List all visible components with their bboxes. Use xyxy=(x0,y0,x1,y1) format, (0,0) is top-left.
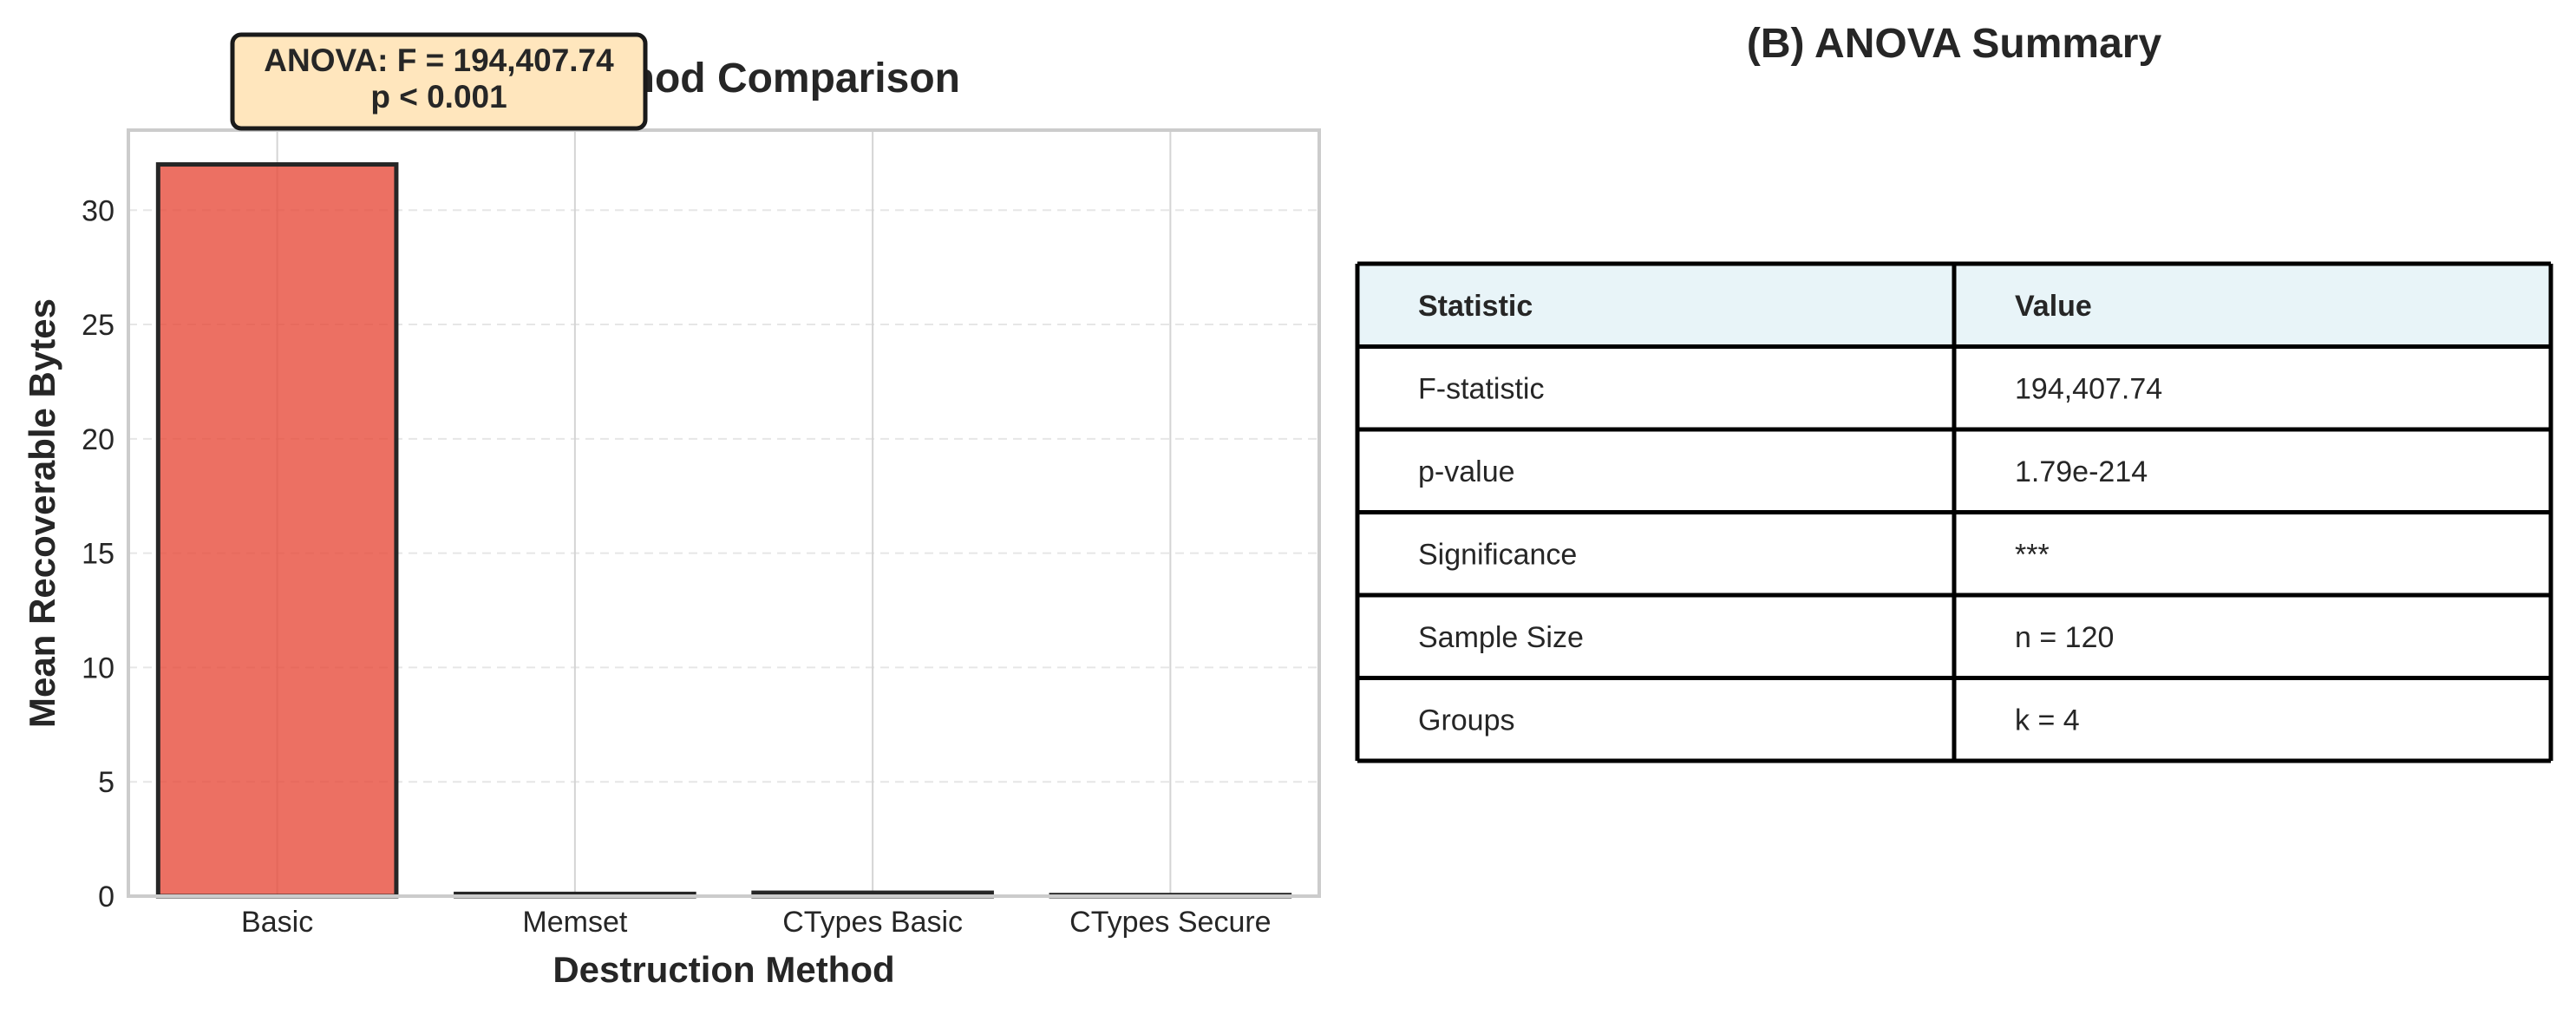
table-header-cell: Value xyxy=(2015,290,2092,323)
y-tick-label: 20 xyxy=(82,423,114,456)
anova-annotation-line2: p < 0.001 xyxy=(370,79,507,115)
table-cell: k = 4 xyxy=(2015,704,2080,737)
y-tick-label: 5 xyxy=(98,766,114,799)
table-cell: 1.79e-214 xyxy=(2015,455,2148,488)
table-cell: *** xyxy=(2015,538,2050,571)
plot-frame xyxy=(127,128,1321,898)
anova-annotation-line1: ANOVA: F = 194,407.74 xyxy=(264,43,614,78)
table-cell: Sample Size xyxy=(1418,621,1584,654)
table-cell: 194,407.74 xyxy=(2015,372,2162,405)
table-cell: Groups xyxy=(1418,704,1515,737)
table-title: (B) ANOVA Summary xyxy=(1747,21,2162,67)
y-tick-label: 25 xyxy=(82,309,114,342)
table-cell: Significance xyxy=(1418,538,1577,571)
x-tick-label: CTypes Basic xyxy=(782,906,963,939)
table-cell: n = 120 xyxy=(2015,621,2114,654)
x-tick-label: CTypes Secure xyxy=(1069,906,1271,939)
x-tick-label: Basic xyxy=(241,906,313,939)
y-tick-label: 15 xyxy=(82,538,114,571)
table-cell: p-value xyxy=(1418,455,1515,488)
anova-annotation-box xyxy=(230,32,648,131)
y-tick-label: 30 xyxy=(82,194,114,227)
bar-basic xyxy=(155,162,399,899)
y-axis-label: Mean Recoverable Bytes xyxy=(22,298,62,728)
x-tick-label: Memset xyxy=(522,906,627,939)
x-axis-label: Destruction Method xyxy=(552,949,894,990)
y-tick-label: 10 xyxy=(82,652,114,684)
y-tick-label: 0 xyxy=(98,881,114,914)
table-header-cell: Statistic xyxy=(1418,290,1533,323)
table-cell: F-statistic xyxy=(1418,372,1544,405)
